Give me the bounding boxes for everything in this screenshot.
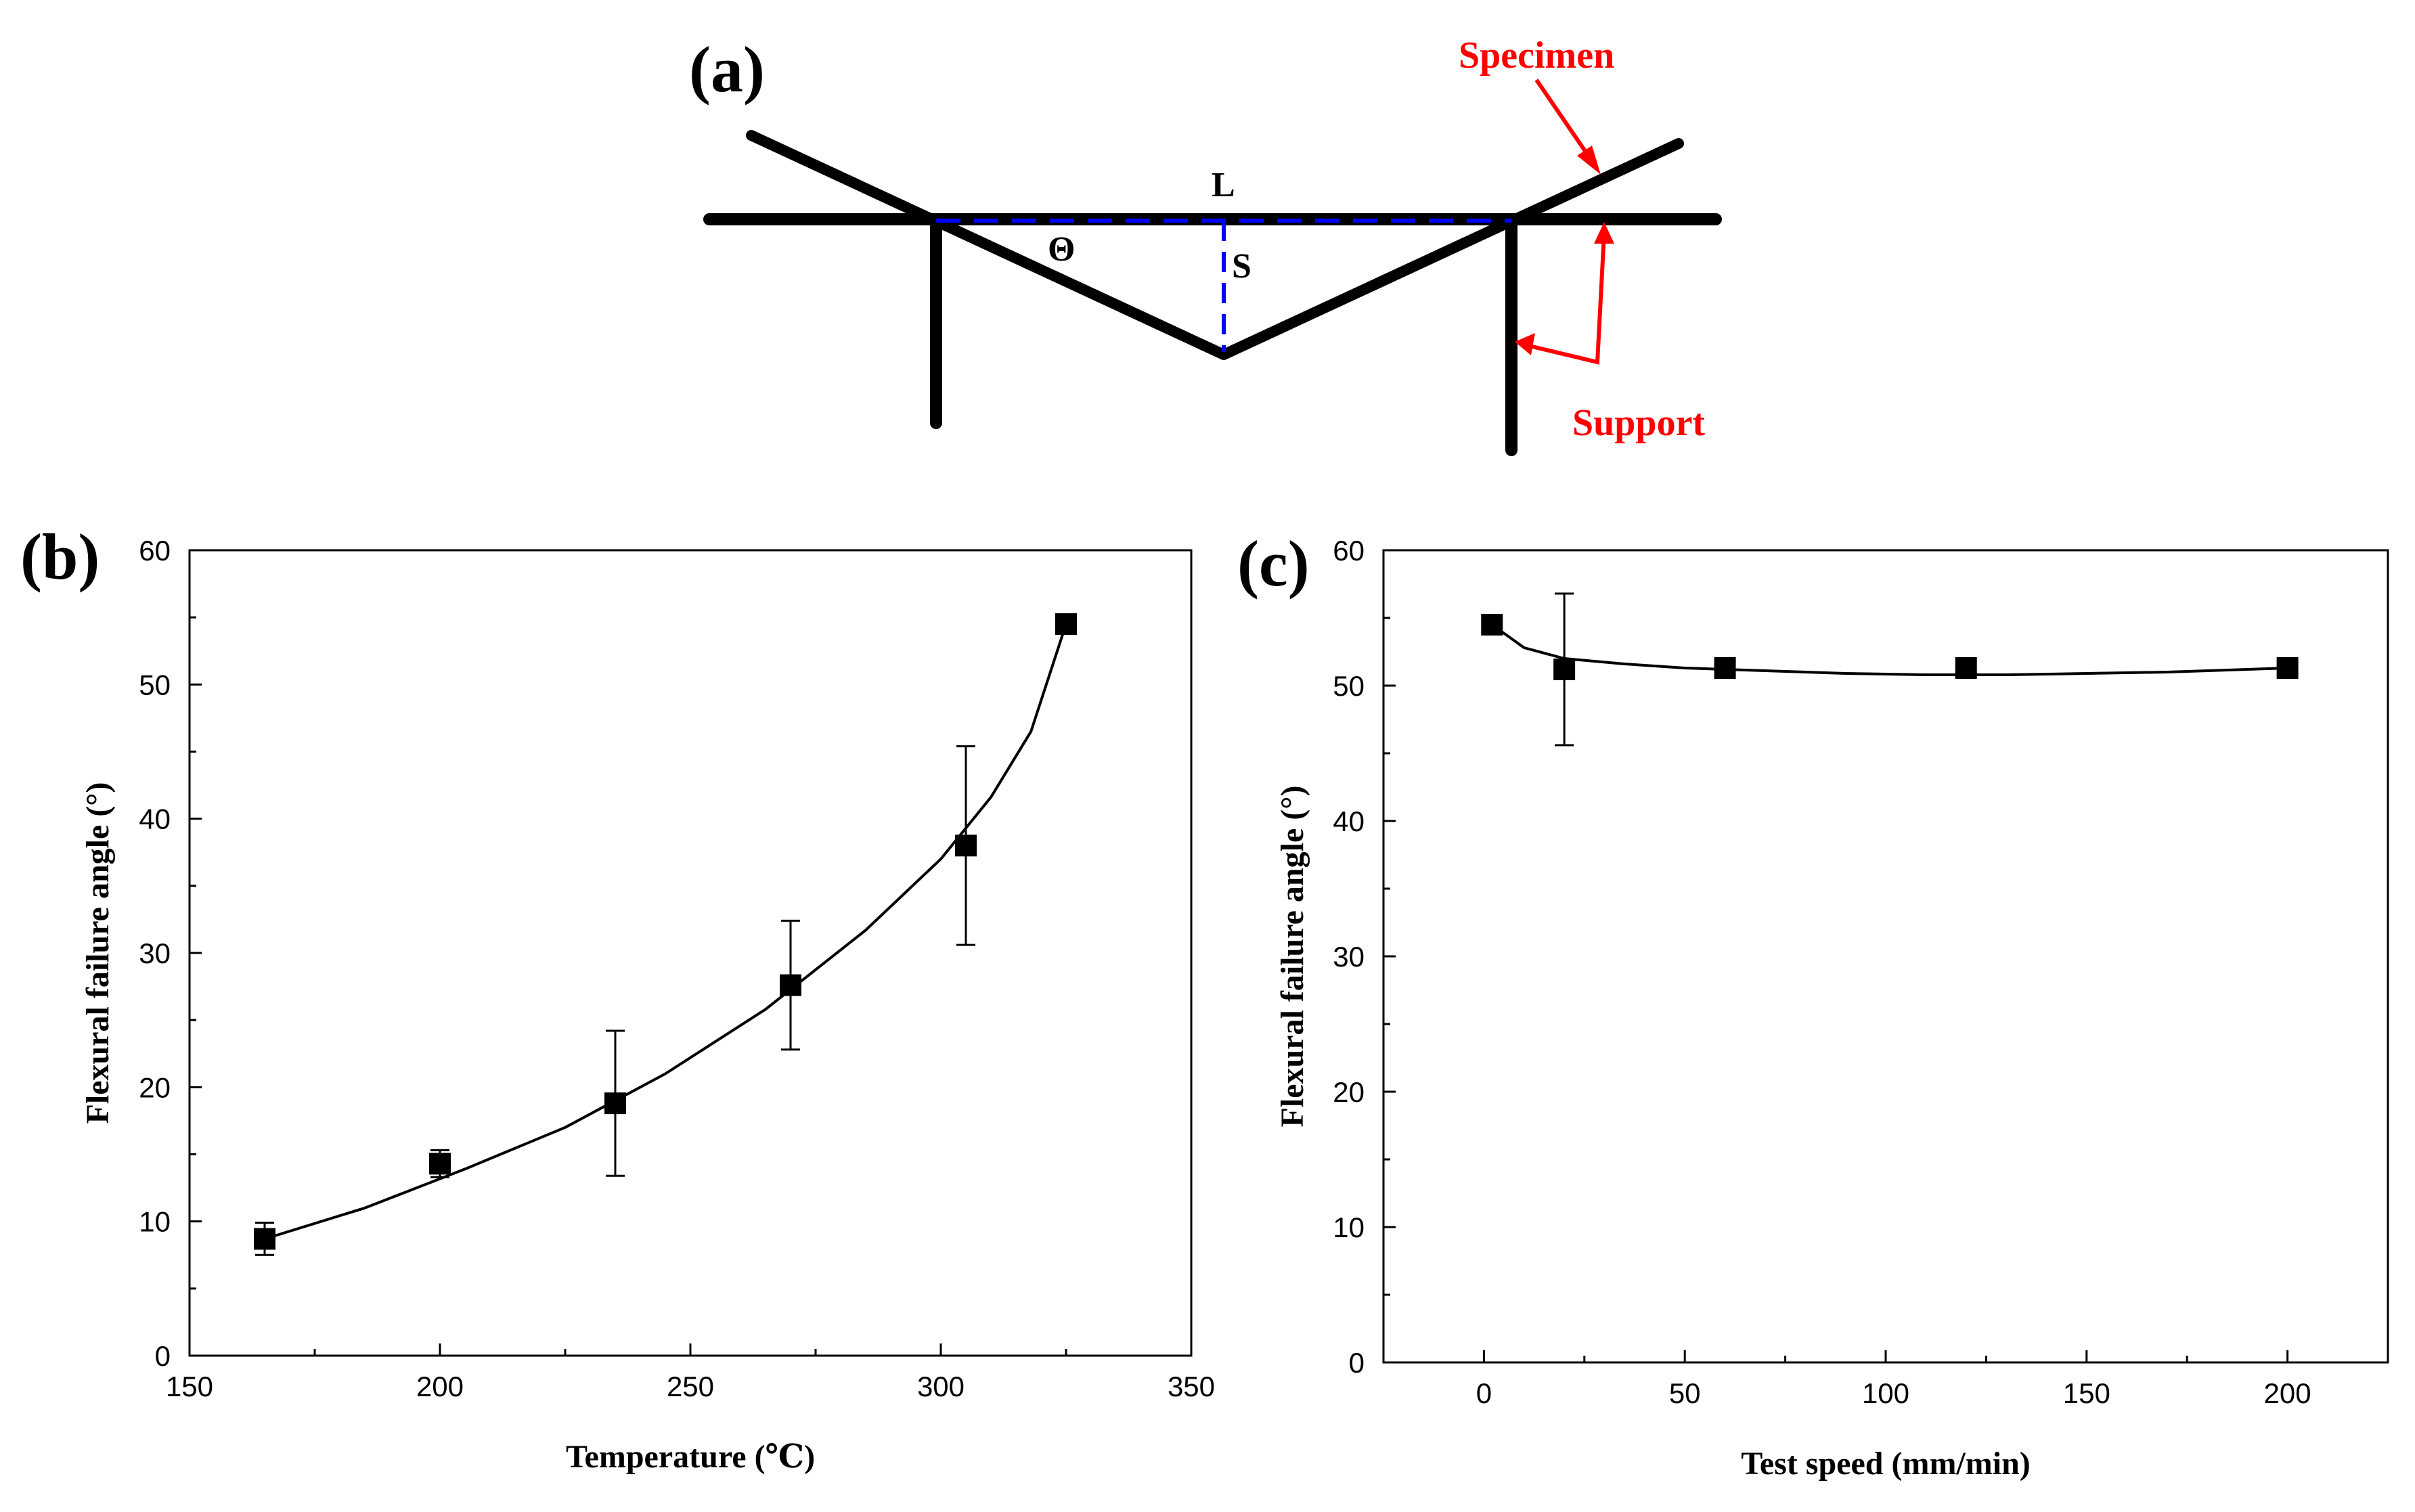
plot-frame — [1382, 549, 2389, 1364]
data-point — [955, 835, 977, 857]
y-tick-label: 20 — [139, 1071, 171, 1103]
bent-specimen — [746, 130, 1684, 360]
x-tick-label: 200 — [2264, 1377, 2311, 1409]
fit-curve — [1491, 623, 2288, 676]
y-tick-label: 10 — [1333, 1211, 1365, 1243]
x-tick-label: 100 — [1862, 1377, 1909, 1409]
x-tick-label: 150 — [166, 1371, 213, 1402]
support-arrowhead-left — [1515, 333, 1535, 355]
x-tick-label: 300 — [917, 1371, 965, 1402]
data-point — [1553, 659, 1576, 680]
y-axis-title: Flexural failure angle (°) — [1275, 786, 1310, 1128]
y-tick-label: 10 — [139, 1206, 171, 1238]
y-tick-label: 40 — [139, 803, 171, 835]
data-point — [1714, 657, 1736, 679]
x-tick-label: 50 — [1669, 1377, 1701, 1409]
panel-a-label: (a) — [689, 33, 765, 106]
label-theta: Θ — [1048, 230, 1075, 269]
y-tick-label: 30 — [1333, 941, 1365, 973]
support-arrows — [1526, 233, 1606, 365]
panel-c-label: (c) — [1237, 527, 1310, 600]
x-tick-label: 0 — [1476, 1377, 1492, 1409]
y-tick-label: 30 — [139, 937, 171, 969]
label-S: S — [1232, 247, 1251, 286]
y-tick-label: 0 — [155, 1340, 171, 1372]
data-point — [1955, 657, 1977, 679]
y-tick-label: 20 — [1333, 1076, 1365, 1108]
x-axis-title: Test speed (mm/min) — [1741, 1446, 2031, 1482]
support-label: Support — [1572, 402, 1705, 444]
x-tick-label: 250 — [667, 1371, 714, 1402]
chart-b: (b) 150 200 250 300 350 0 10 20 30 40 50 60 Temperatu… — [20, 520, 1215, 1475]
data-point — [254, 1228, 275, 1250]
data-point — [2276, 657, 2299, 679]
data-point — [1481, 614, 1503, 636]
data-point — [604, 1092, 626, 1115]
panel-b-label: (b) — [20, 520, 99, 593]
x-tick-label: 350 — [1168, 1371, 1215, 1402]
fit-curve — [264, 623, 1067, 1241]
y-tick-label: 40 — [1333, 805, 1365, 837]
y-tick-label: 60 — [1333, 535, 1365, 566]
chart-c: (c) 0 50 100 150 200 0 10 20 30 40 50 60 Test speed (… — [1237, 527, 2389, 1482]
x-axis-title: Temperature (℃) — [566, 1439, 815, 1475]
x-tick-label: 150 — [2063, 1377, 2110, 1409]
plot-frame — [188, 549, 1193, 1357]
y-tick-label: 0 — [1349, 1347, 1365, 1379]
y-axis-title: Flexural failure angle (°) — [80, 782, 116, 1124]
specimen-arrowhead — [1577, 146, 1601, 175]
support-arrowhead-top — [1594, 222, 1614, 244]
data-point — [780, 974, 801, 996]
y-tick-label: 50 — [1333, 670, 1365, 702]
schematic-diagram: (a) L S Θ Specimen Support — [689, 33, 1722, 456]
specimen-label: Specimen — [1459, 35, 1614, 76]
y-tick-label: 50 — [139, 669, 171, 701]
data-point — [429, 1153, 451, 1175]
data-point — [1055, 613, 1077, 636]
y-tick-label: 60 — [139, 535, 171, 566]
specimen-arrow — [1534, 79, 1593, 160]
x-tick-label: 200 — [416, 1371, 464, 1402]
label-L: L — [1212, 166, 1235, 204]
